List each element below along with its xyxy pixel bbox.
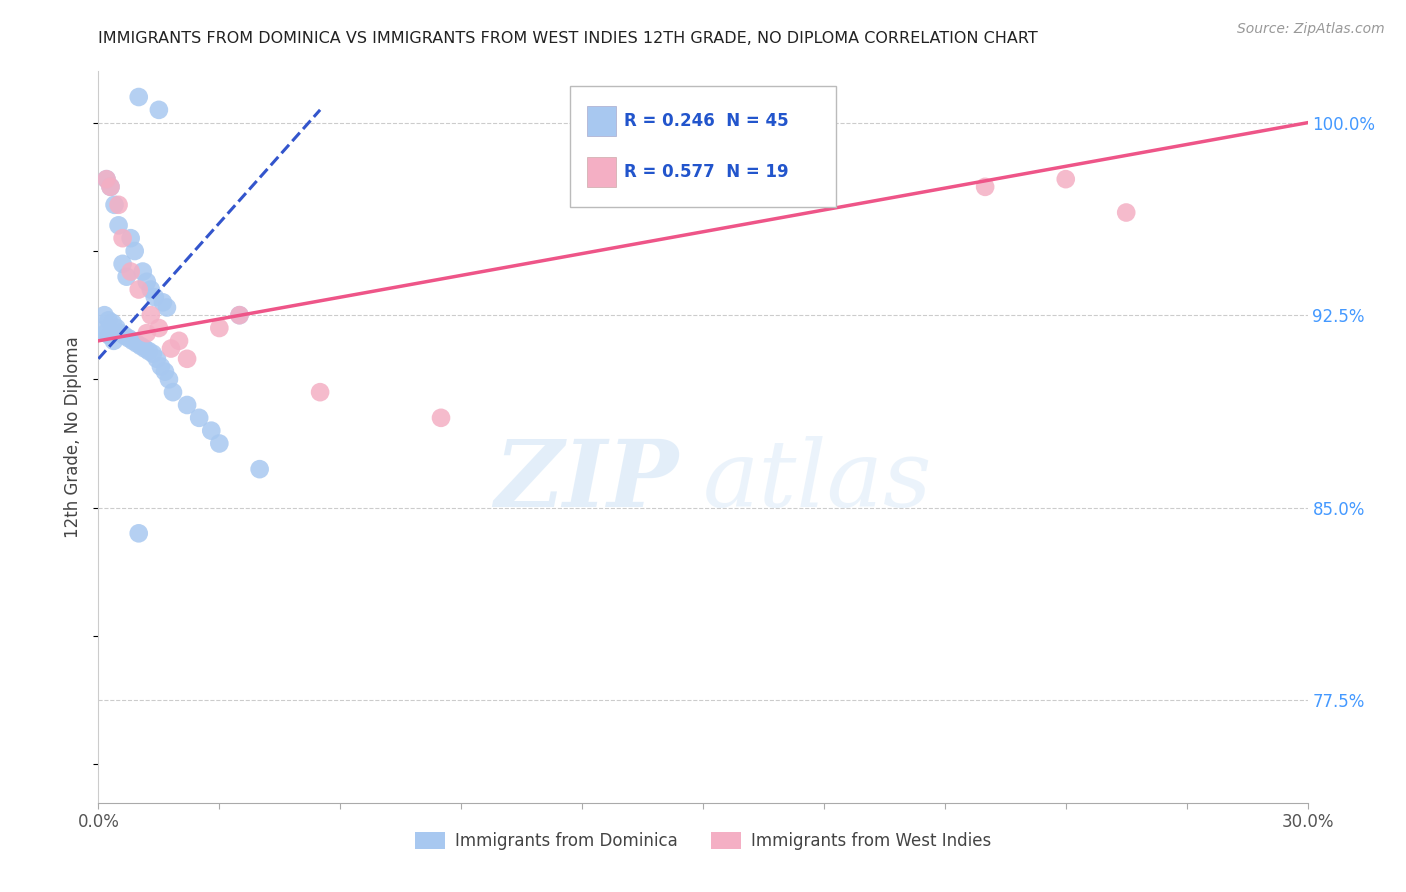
- Point: [100, 179, 122, 194]
- Point: [96, 172, 118, 186]
- Point: [103, 198, 125, 212]
- Point: [121, 334, 143, 348]
- Point: [118, 331, 141, 345]
- Text: IMMIGRANTS FROM DOMINICA VS IMMIGRANTS FROM WEST INDIES 12TH GRADE, NO DIPLOMA C: IMMIGRANTS FROM DOMINICA VS IMMIGRANTS F…: [98, 31, 1038, 46]
- Point: [167, 334, 190, 348]
- Point: [110, 326, 132, 340]
- Point: [974, 179, 997, 194]
- FancyBboxPatch shape: [586, 106, 616, 136]
- Point: [142, 346, 165, 360]
- Point: [228, 308, 250, 322]
- Point: [176, 351, 198, 366]
- Text: atlas: atlas: [703, 436, 932, 526]
- Text: R = 0.577  N = 19: R = 0.577 N = 19: [624, 163, 789, 181]
- Point: [105, 321, 128, 335]
- Point: [146, 351, 169, 366]
- Point: [152, 295, 174, 310]
- Point: [103, 334, 125, 348]
- Point: [138, 344, 160, 359]
- Point: [176, 398, 198, 412]
- Point: [148, 321, 170, 335]
- Point: [129, 339, 152, 353]
- Point: [1115, 205, 1137, 219]
- Point: [132, 264, 155, 278]
- Point: [93, 308, 115, 322]
- Point: [91, 324, 114, 338]
- Point: [101, 316, 124, 330]
- Point: [128, 283, 150, 297]
- Point: [128, 526, 150, 541]
- Point: [125, 336, 148, 351]
- Point: [160, 342, 183, 356]
- Text: Source: ZipAtlas.com: Source: ZipAtlas.com: [1237, 22, 1385, 37]
- Point: [114, 328, 136, 343]
- Point: [1054, 172, 1077, 186]
- Point: [124, 244, 146, 258]
- Point: [135, 275, 157, 289]
- Point: [111, 231, 134, 245]
- Point: [153, 365, 176, 379]
- FancyBboxPatch shape: [586, 158, 616, 186]
- Point: [208, 321, 231, 335]
- Point: [208, 436, 231, 450]
- Point: [100, 179, 122, 194]
- Legend: Immigrants from Dominica, Immigrants from West Indies: Immigrants from Dominica, Immigrants fro…: [408, 825, 998, 856]
- Point: [120, 231, 142, 245]
- Point: [200, 424, 222, 438]
- Point: [143, 290, 166, 304]
- Point: [135, 326, 157, 340]
- Point: [115, 269, 138, 284]
- Point: [96, 172, 118, 186]
- Text: ZIP: ZIP: [495, 436, 679, 526]
- Point: [94, 326, 117, 340]
- Point: [430, 410, 453, 425]
- Point: [111, 257, 134, 271]
- Point: [107, 219, 129, 233]
- Point: [157, 372, 180, 386]
- Point: [149, 359, 172, 374]
- Point: [97, 313, 120, 327]
- Point: [228, 308, 250, 322]
- Point: [139, 283, 162, 297]
- Point: [188, 410, 211, 425]
- Point: [139, 308, 162, 322]
- Point: [148, 103, 170, 117]
- Point: [120, 264, 142, 278]
- Point: [309, 385, 332, 400]
- Point: [107, 198, 129, 212]
- Point: [162, 385, 184, 400]
- Point: [249, 462, 271, 476]
- FancyBboxPatch shape: [569, 86, 837, 207]
- Text: R = 0.246  N = 45: R = 0.246 N = 45: [624, 112, 789, 130]
- Point: [134, 342, 156, 356]
- Point: [156, 301, 179, 315]
- Y-axis label: 12th Grade, No Diploma: 12th Grade, No Diploma: [65, 336, 83, 538]
- Point: [128, 90, 150, 104]
- Point: [98, 328, 121, 343]
